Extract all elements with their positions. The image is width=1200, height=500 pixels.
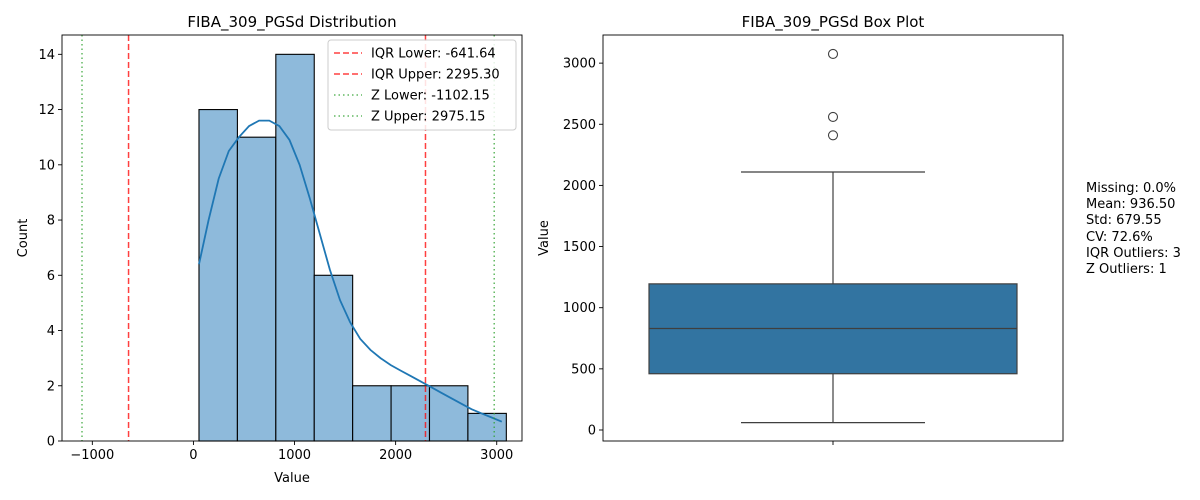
- histogram-bar-6: [428, 385, 469, 442]
- histogram-x-ticks: −1000 0 1000 2000 3000: [70, 441, 513, 463]
- histogram-bar-3: [313, 274, 354, 442]
- box-y-tick-label-1: 500: [571, 362, 596, 377]
- box-y-tick-label-0: 0: [588, 423, 596, 438]
- y-tick-label-6: 12: [38, 103, 55, 118]
- y-tick-label-4: 8: [47, 214, 55, 229]
- histogram-x-axis-label: Value: [274, 471, 310, 486]
- histogram-frame: [61, 34, 523, 442]
- histogram-bar-1: [236, 136, 277, 442]
- stat-std: Std: 679.55: [1086, 213, 1162, 229]
- histogram-y-ticks: 0 2 4 6 8 10 12 14: [38, 48, 62, 450]
- box-y-tick-label-6: 3000: [563, 57, 596, 72]
- legend-frame: [327, 39, 517, 131]
- summary-stats: Missing: 0.0% Mean: 936.50 Std: 679.55 C…: [1086, 181, 1181, 278]
- legend-label-3: Z Upper: 2975.15: [371, 110, 485, 125]
- x-tick-label-4: 3000: [480, 448, 513, 463]
- stat-cv: CV: 72.6%: [1086, 229, 1153, 245]
- histogram-bar-4: [352, 385, 392, 442]
- x-tick-label-1: 0: [189, 448, 197, 463]
- box-y-tick-label-2: 1000: [563, 301, 596, 316]
- boxplot-title: FIBA_309_PGSd Box Plot: [742, 13, 925, 32]
- histogram-legend: IQR Lower: -641.64 IQR Upper: 2295.30 Z Lo…: [327, 39, 517, 131]
- outlier-point-1: [827, 111, 839, 122]
- y-tick-label-7: 14: [38, 48, 55, 63]
- y-tick-label-3: 6: [47, 269, 55, 284]
- legend-label-2: Z Lower: -1102.15: [371, 89, 490, 104]
- histogram-bar-7: [467, 412, 507, 442]
- histogram-y-axis-label: Count: [16, 219, 31, 258]
- boxplot-y-ticks: 0 500 1000 1500 2000 2500 3000: [563, 57, 603, 438]
- y-tick-label-1: 2: [47, 379, 55, 394]
- x-tick-label-2: 1000: [278, 448, 311, 463]
- histogram-bar-0: [198, 109, 238, 442]
- histogram-title: FIBA_309_PGSd Distribution: [187, 13, 396, 32]
- y-tick-label-2: 4: [47, 324, 55, 339]
- x-tick-label-3: 2000: [379, 448, 412, 463]
- stat-mean: Mean: 936.50: [1086, 197, 1176, 213]
- outlier-point-2: [827, 48, 839, 60]
- box-y-tick-label-4: 2000: [563, 179, 596, 194]
- stat-iqr-outliers: IQR Outliers: 3: [1086, 245, 1181, 261]
- histogram-bar-5: [390, 385, 431, 442]
- histogram-panel: FIBA_309_PGSd Distribution −1000 0 1000 200…: [16, 13, 523, 486]
- legend-label-0: IQR Lower: -641.64: [371, 47, 496, 62]
- stat-missing: Missing: 0.0%: [1086, 181, 1177, 196]
- boxplot-panel: FIBA_309_PGSd Box Plot 0 500 1000 1500 2000 2…: [537, 13, 1064, 445]
- kde-curve: [198, 119, 503, 423]
- histogram-bar-2: [275, 53, 315, 442]
- stat-z-outliers: Z Outliers: 1: [1086, 262, 1167, 278]
- y-tick-label-0: 0: [47, 435, 55, 450]
- boxplot-marks: [648, 48, 1018, 424]
- legend-label-1: IQR Upper: 2295.30: [371, 68, 500, 83]
- boxplot-y-axis-label: Value: [537, 220, 552, 256]
- box-y-tick-label-5: 2500: [563, 118, 596, 133]
- x-tick-label-0: −1000: [70, 448, 114, 463]
- histogram-marks: [81, 35, 507, 442]
- box-y-tick-label-3: 1500: [563, 240, 596, 255]
- outlier-point-0: [827, 130, 839, 141]
- y-tick-label-5: 10: [38, 158, 55, 173]
